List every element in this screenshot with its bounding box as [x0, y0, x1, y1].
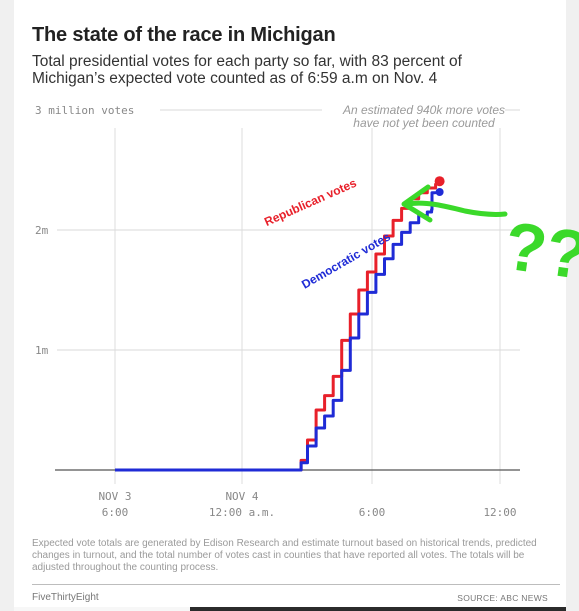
- chart-card: The state of the race in Michigan Total …: [14, 0, 566, 611]
- annotation-line-1: An estimated 940k more votes: [342, 103, 505, 117]
- x-axis-labels: NOV 3 6:00 NOV 4 12:00 a.m. 6:00 12:00: [98, 490, 516, 519]
- overlay-arrow-head: [401, 184, 433, 223]
- overlay-arrow-shaft: [405, 200, 508, 217]
- brand-label: FiveThirtyEight: [32, 592, 99, 603]
- y-tick-label: 3 million votes: [35, 104, 134, 117]
- chart-title: The state of the race in Michigan: [32, 24, 336, 46]
- series-label-democratic: Democratic votes: [299, 229, 393, 291]
- methodology-notes: Expected vote totals are generated by Ed…: [32, 538, 537, 573]
- series-endpoint-republican: [434, 176, 445, 187]
- x-tick-label-line2: 12:00: [483, 506, 516, 519]
- bottom-strip: [14, 607, 566, 611]
- series-label-republican: Republican votes: [262, 176, 359, 229]
- chart-subtitle: Total presidential votes for each party …: [32, 53, 552, 87]
- series-line-republican: [115, 183, 438, 472]
- y-tick-label: 2m: [35, 224, 49, 237]
- x-tick-label-line1: NOV 3: [98, 490, 131, 503]
- series-endpoint-democratic: [435, 188, 444, 196]
- series-line-democratic: [115, 191, 438, 472]
- x-tick-label-line2: 6:00: [359, 506, 386, 519]
- overlay-question-marks: ??: [500, 208, 579, 295]
- x-tick-label-line2: 6:00: [102, 506, 129, 519]
- gridlines: [57, 109, 520, 484]
- footer-divider: [32, 584, 560, 585]
- x-tick-label-line1: NOV 4: [225, 490, 258, 503]
- annotation-line-2: have not yet been counted: [353, 116, 495, 130]
- y-axis-labels: 3 million votes 2m 1m: [35, 104, 134, 357]
- handwritten-overlay: ??: [401, 184, 579, 295]
- source-label: SOURCE: ABC NEWS: [457, 593, 548, 603]
- bottom-strip-dark: [190, 607, 566, 611]
- y-tick-label: 1m: [35, 344, 49, 357]
- x-tick-label-line2: 12:00 a.m.: [209, 506, 275, 519]
- subtitle-line-1: Total presidential votes for each party …: [32, 53, 462, 70]
- subtitle-line-2: Michigan’s expected vote counted as of 6…: [32, 70, 438, 87]
